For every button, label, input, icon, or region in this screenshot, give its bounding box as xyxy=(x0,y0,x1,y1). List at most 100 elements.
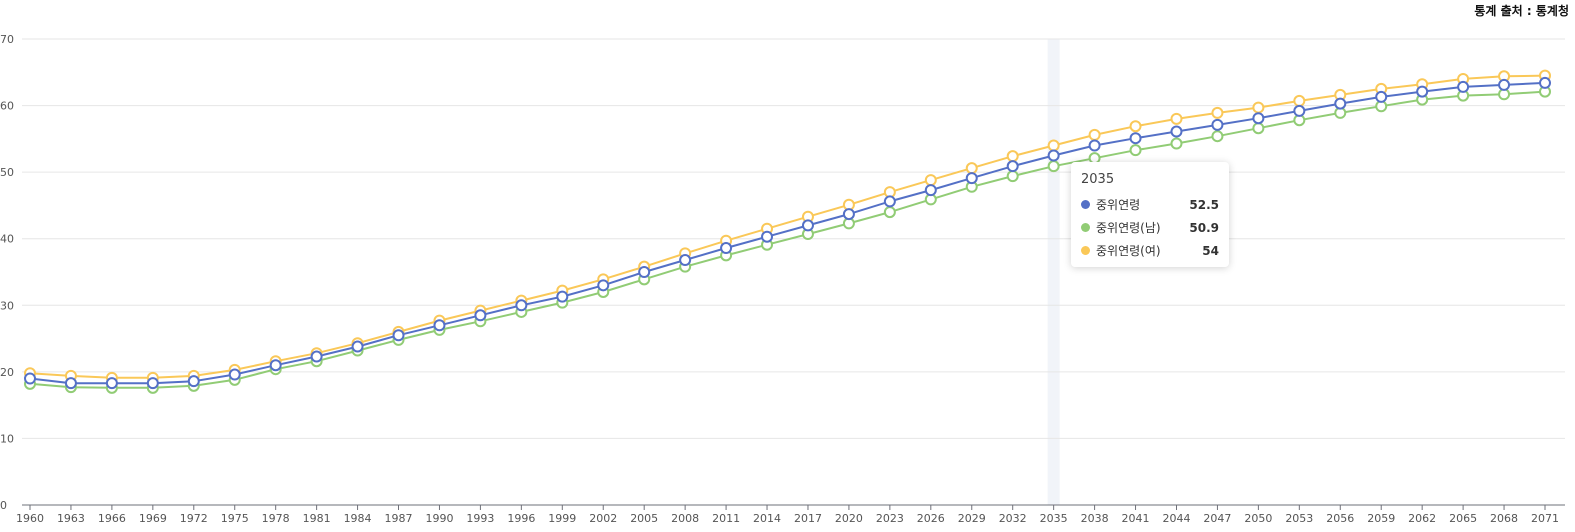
data-point xyxy=(228,368,241,381)
x-tick-label: 2053 xyxy=(1285,512,1313,525)
y-tick-label: 70 xyxy=(0,33,14,46)
data-point xyxy=(1334,97,1347,110)
data-point xyxy=(1047,160,1060,173)
x-tick-label: 2020 xyxy=(835,512,863,525)
x-tick-label: 2005 xyxy=(630,512,658,525)
x-tick-label: 1978 xyxy=(262,512,290,525)
x-tick-label: 2041 xyxy=(1122,512,1150,525)
data-point xyxy=(965,172,978,185)
data-point xyxy=(1252,112,1265,125)
y-tick-label: 50 xyxy=(0,166,14,179)
x-tick-label: 2056 xyxy=(1326,512,1354,525)
data-point xyxy=(1129,120,1142,133)
data-point xyxy=(269,359,282,372)
data-point xyxy=(146,377,159,390)
x-tick-label: 1969 xyxy=(139,512,167,525)
x-tick-label: 2014 xyxy=(753,512,781,525)
data-point xyxy=(801,219,814,232)
tooltip-value-male: 50.9 xyxy=(1189,220,1219,235)
x-tick-label: 1963 xyxy=(57,512,85,525)
x-tick-label: 2023 xyxy=(876,512,904,525)
data-point xyxy=(474,309,487,322)
data-point xyxy=(1129,144,1142,157)
source-note: 통계 출처 : 통계청 xyxy=(1474,4,1569,18)
x-tick-label: 1999 xyxy=(548,512,576,525)
data-point xyxy=(1293,94,1306,107)
x-tick-label: 2008 xyxy=(671,512,699,525)
data-point xyxy=(924,184,937,197)
data-point xyxy=(24,372,36,385)
x-tick-label: 2017 xyxy=(794,512,822,525)
data-point xyxy=(1088,128,1101,141)
x-tick-label: 1987 xyxy=(385,512,413,525)
tooltip-value-female: 54 xyxy=(1202,243,1219,258)
y-tick-label: 20 xyxy=(0,366,14,379)
data-point xyxy=(1211,130,1224,143)
data-point xyxy=(1539,76,1551,89)
x-tick-label: 2068 xyxy=(1490,512,1518,525)
data-point xyxy=(1129,132,1142,145)
data-point xyxy=(1170,137,1183,150)
x-tick-label: 2047 xyxy=(1203,512,1231,525)
tooltip-label-male: 중위연령(남) xyxy=(1096,221,1161,235)
data-point xyxy=(105,377,118,390)
data-point xyxy=(638,266,651,278)
data-point xyxy=(310,350,323,363)
tooltip-value-total: 52.5 xyxy=(1189,197,1219,212)
data-point xyxy=(1006,150,1019,163)
x-tick-label: 2035 xyxy=(1040,512,1068,525)
data-point xyxy=(187,375,200,388)
x-tick-label: 1993 xyxy=(466,512,494,525)
series-line xyxy=(29,81,1546,385)
data-point xyxy=(679,254,692,267)
x-tick-label: 1981 xyxy=(303,512,331,525)
data-point xyxy=(1498,78,1511,91)
x-tick-label: 1984 xyxy=(344,512,372,525)
series-line xyxy=(29,74,1546,379)
data-point xyxy=(1252,101,1265,114)
tooltip-label-female: 중위연령(여) xyxy=(1096,244,1161,258)
data-point xyxy=(351,340,364,353)
highlight-band xyxy=(1047,39,1060,505)
data-point xyxy=(1375,90,1388,103)
data-point xyxy=(1170,125,1183,138)
x-tick-label: 2050 xyxy=(1244,512,1272,525)
data-point xyxy=(1170,112,1183,125)
y-tick-label: 40 xyxy=(0,233,14,246)
data-point xyxy=(1211,106,1224,119)
data-point xyxy=(1047,149,1060,162)
data-point xyxy=(556,290,569,303)
tooltip-dot-total xyxy=(1081,200,1090,209)
x-tick-label: 1996 xyxy=(507,512,535,525)
x-tick-label: 2026 xyxy=(917,512,945,525)
series-line xyxy=(29,90,1546,389)
x-tick-label: 2044 xyxy=(1162,512,1190,525)
x-tick-label: 1975 xyxy=(221,512,249,525)
data-point xyxy=(883,195,896,208)
x-tick-label: 1972 xyxy=(180,512,208,525)
tooltip-dot-male xyxy=(1081,223,1090,232)
data-point xyxy=(842,208,855,221)
data-point xyxy=(883,206,896,219)
tooltip-row-female: 중위연령(여) 54 xyxy=(1081,239,1219,262)
y-tick-label: 0 xyxy=(0,499,7,512)
data-point xyxy=(761,230,774,243)
x-tick-label: 2065 xyxy=(1449,512,1477,525)
data-point xyxy=(515,299,528,312)
x-tick-label: 2029 xyxy=(958,512,986,525)
x-tick-label: 1960 xyxy=(16,512,44,525)
x-tick-label: 1966 xyxy=(98,512,126,525)
data-point xyxy=(1211,118,1224,131)
data-point xyxy=(1047,139,1060,152)
data-point xyxy=(1006,160,1019,173)
data-point xyxy=(1006,170,1019,183)
x-tick-label: 2071 xyxy=(1531,512,1559,525)
tooltip-label-total: 중위연령 xyxy=(1096,198,1141,212)
x-tick-label: 1990 xyxy=(425,512,453,525)
data-point xyxy=(720,242,733,255)
tooltip-dot-female xyxy=(1081,246,1090,255)
data-point xyxy=(965,162,978,175)
x-tick-label: 2038 xyxy=(1081,512,1109,525)
